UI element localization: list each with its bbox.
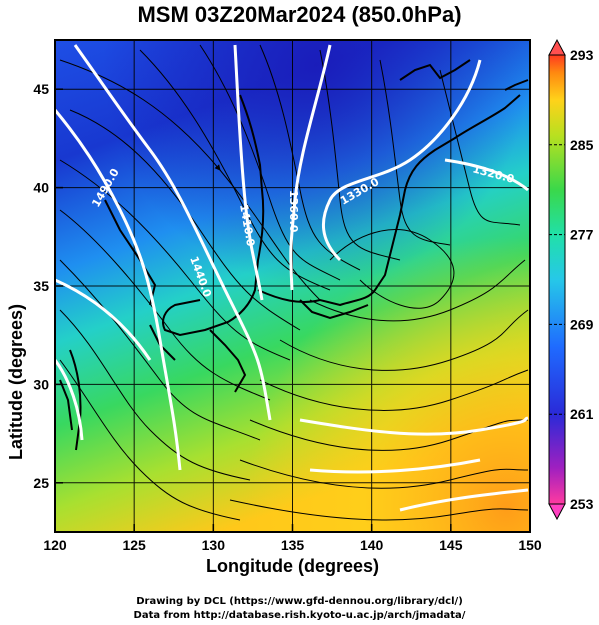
colorbar-tick-label: 293: [570, 47, 594, 63]
x-tick-label: 145: [439, 537, 463, 553]
credit-drawing: Drawing by DCL (https://www.gfd-dennou.o…: [136, 596, 463, 607]
streamlines: [59, 44, 529, 521]
colorbar-tick-label: 269: [570, 316, 594, 332]
y-tick-label: 45: [33, 81, 49, 97]
x-axis-label: Longitude (degrees): [205, 556, 379, 576]
x-tick-label: 140: [360, 537, 384, 553]
coastline: [59, 59, 529, 451]
y-tick-label: 35: [33, 278, 49, 294]
colorbar-tick-label: 253: [570, 496, 594, 512]
y-tick-label: 40: [33, 180, 49, 196]
colorbar-scale: [548, 54, 566, 505]
x-axis: 120 125 130 135 140 145 150: [43, 524, 542, 553]
y-tick-label: 30: [33, 376, 49, 392]
colorbar-min-arrow: [548, 503, 566, 521]
x-tick-label: 130: [202, 537, 226, 553]
colorbar-max-arrow: [548, 38, 566, 56]
height-contours: [55, 44, 529, 512]
map-title: MSM 03Z20Mar2024 (850.0hPa): [137, 2, 462, 27]
x-tick-label: 120: [43, 537, 67, 553]
y-axis: 25 30 35 40 45: [33, 81, 63, 491]
colorbar-tick-label: 277: [570, 227, 594, 243]
credit-data: Data from http://database.rish.kyoto-u.a…: [133, 610, 466, 621]
y-axis-label: Latitude (degrees): [6, 303, 26, 461]
y-tick-label: 25: [33, 475, 49, 491]
x-tick-label: 150: [518, 537, 542, 553]
contour-label-1360: 1360.0: [287, 190, 300, 233]
x-tick-label: 135: [281, 537, 305, 553]
colorbar: 293 285 277 269 261 253: [548, 38, 594, 521]
x-tick-label: 125: [122, 537, 146, 553]
colorbar-tick-label: 261: [570, 406, 594, 422]
colorbar-tick-label: 285: [570, 137, 594, 153]
